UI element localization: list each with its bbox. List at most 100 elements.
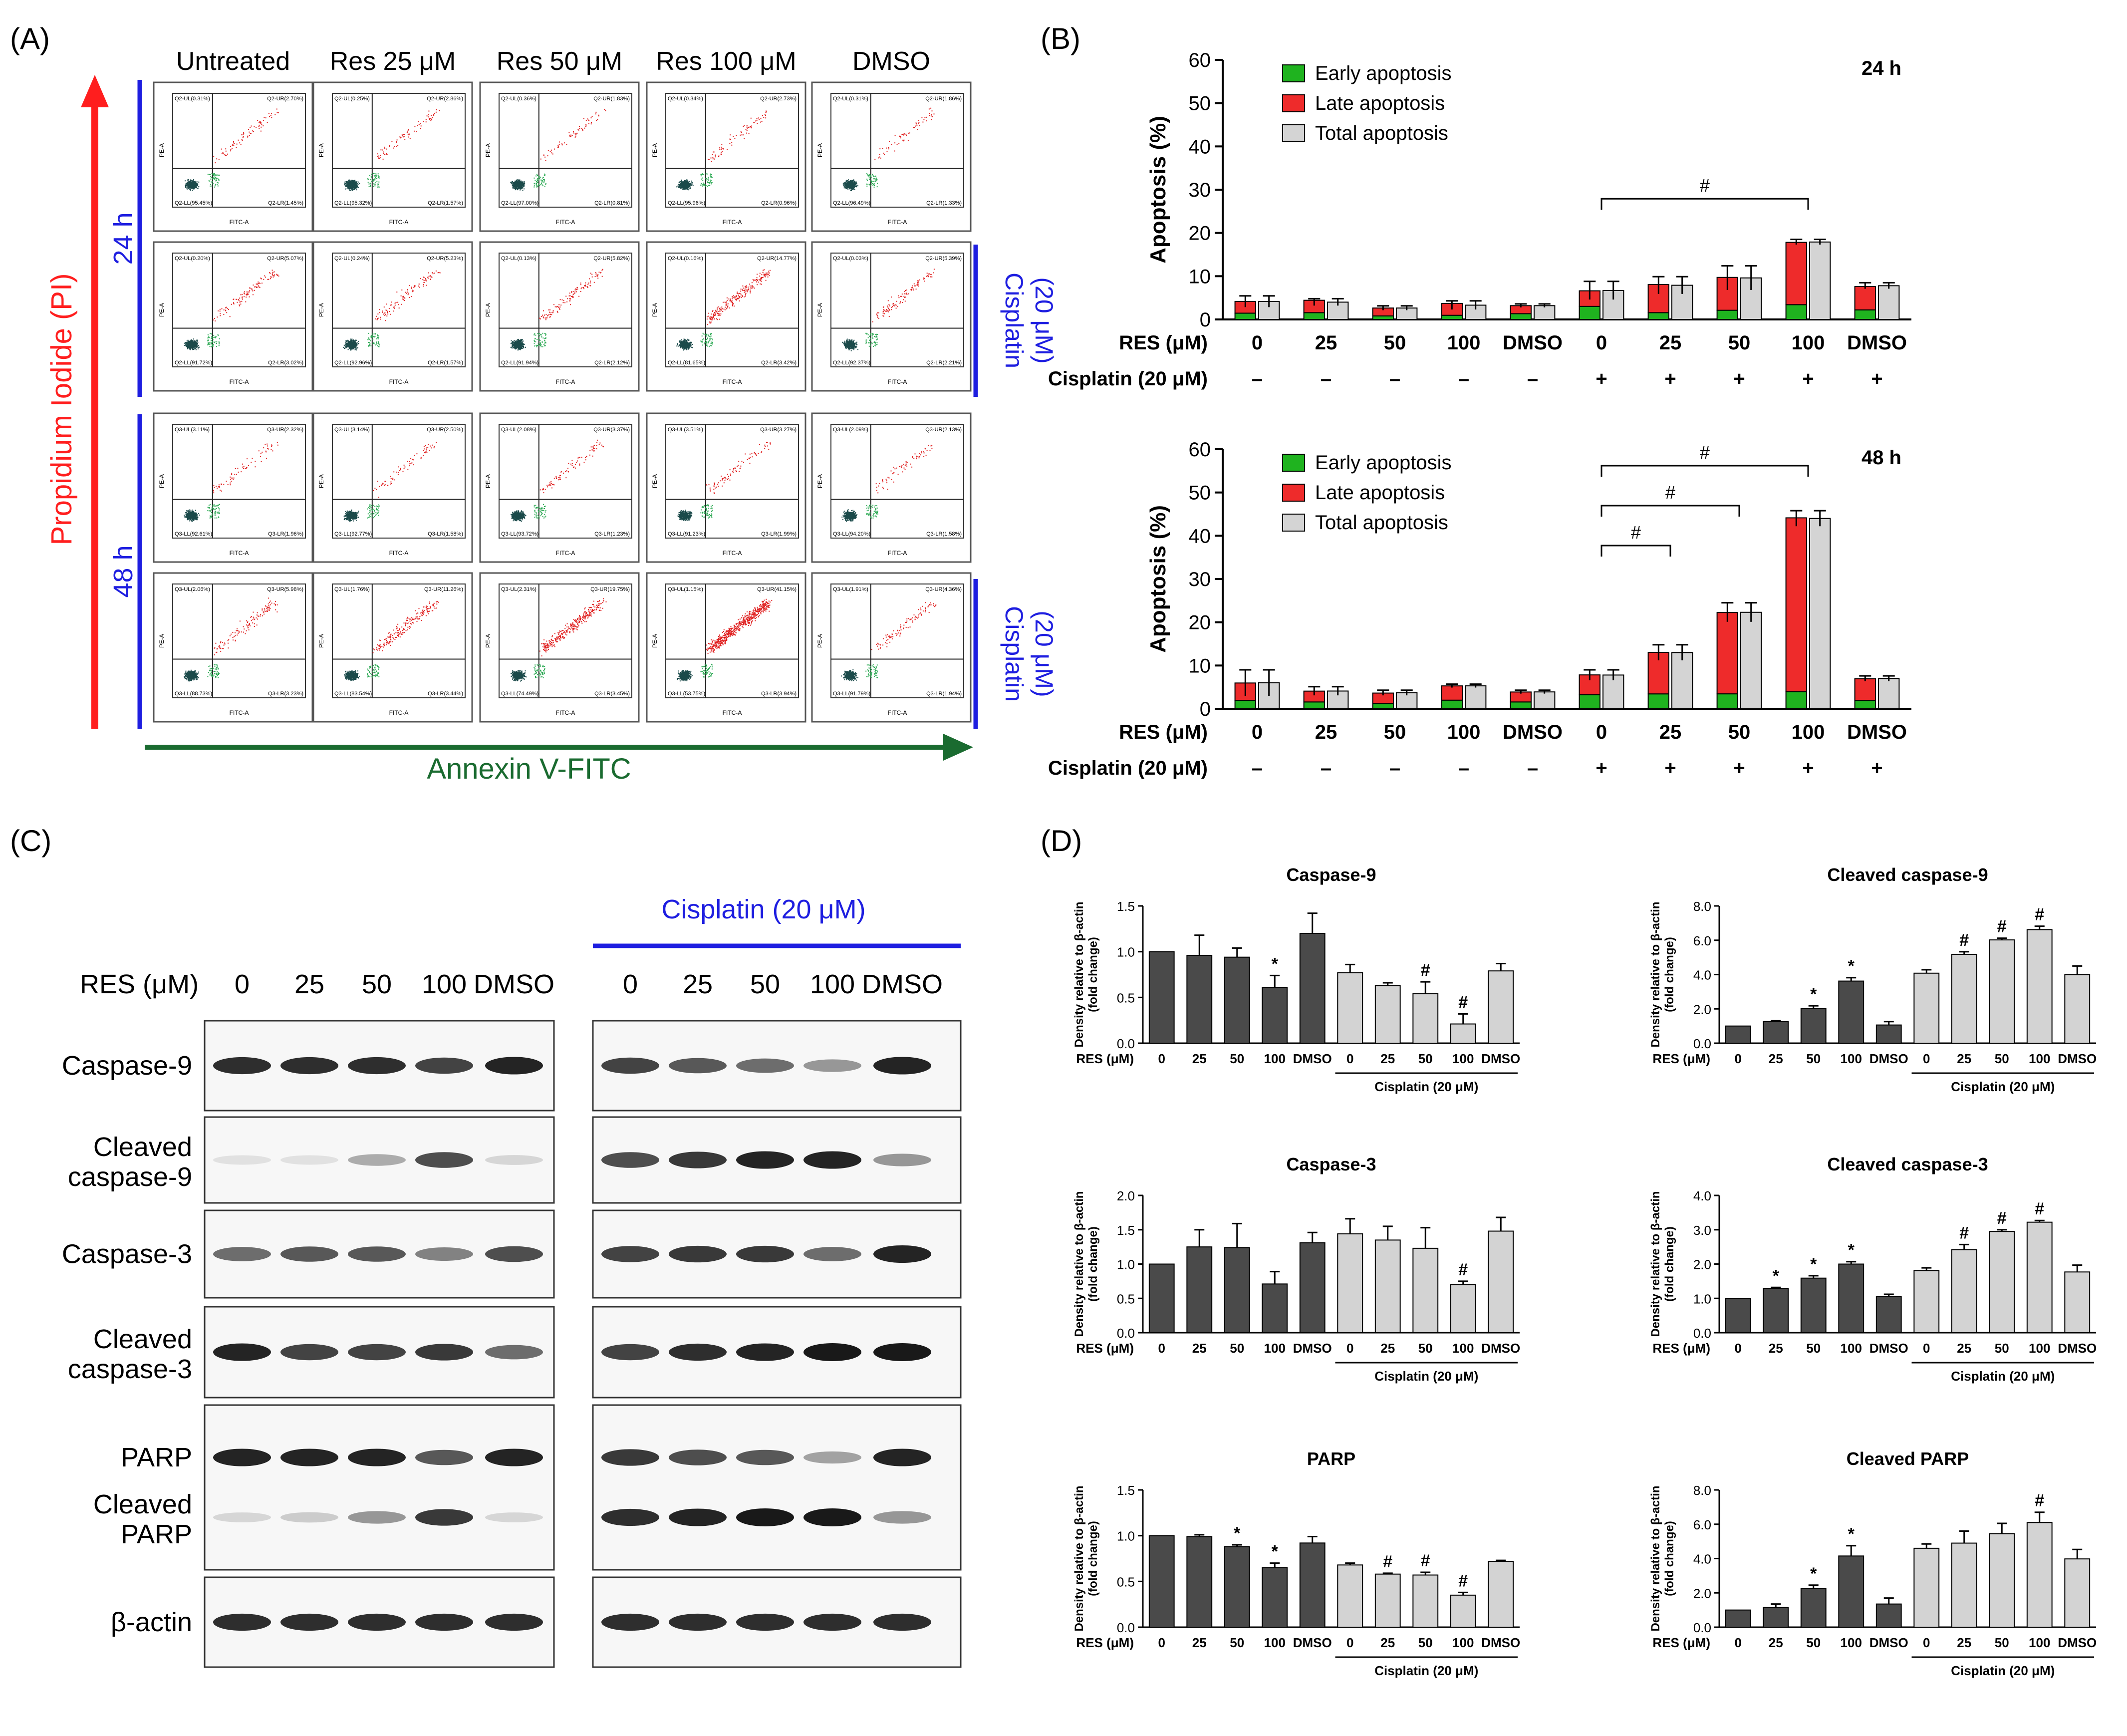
quadrant-ul-label: Q2-UL(0.13%) (501, 256, 536, 262)
wb-band (213, 1247, 271, 1261)
wb-lane-left: 100 (422, 969, 467, 999)
bar-total-apoptosis (1809, 518, 1831, 709)
x-category-label: DMSO (1869, 1341, 1908, 1356)
x-category-label: 50 (1995, 1051, 2009, 1066)
x-category-label: 0 (1346, 1051, 1353, 1066)
cisplatin-label: Cisplatin (20 μM) (1374, 1663, 1478, 1678)
significance-mark: # (1458, 993, 1468, 1012)
live-cell-events (676, 338, 693, 351)
legend-label: Late apoptosis (1315, 482, 1445, 504)
y-tick-label: 0.0 (1693, 1036, 1711, 1051)
y-tick-label: 1.0 (1117, 945, 1135, 960)
quadrant-ll-label: Q3-LL(91.79%) (833, 691, 870, 697)
flow-plot-frame (479, 412, 640, 563)
row-label-res: RES (μM) (1076, 1051, 1134, 1066)
wb-lane-right: 50 (750, 969, 780, 999)
quadrant-ur-label: Q2-UR(5.82%) (593, 256, 630, 262)
flow-events (511, 439, 604, 522)
y-tick-label: 2.0 (1117, 1188, 1135, 1203)
live-cell-events (842, 179, 858, 191)
cisplatin-sign: + (1595, 757, 1607, 779)
flow-plot: Q2-UL(0.36%) Q2-UR(1.83%) Q2-LL(97.00%) Q2-… (479, 81, 640, 232)
y-axis-title-2: (fold change) (1663, 937, 1676, 1012)
late-apoptotic-events (706, 269, 771, 325)
late-apoptotic-events (872, 269, 935, 322)
x-category-label: 100 (1452, 1635, 1474, 1650)
early-apoptotic-events (367, 504, 380, 519)
bar-early-apoptosis (1303, 312, 1326, 320)
quadrant-ll-label: Q2-LL(81.65%) (668, 360, 705, 366)
x-category-label: 50 (1418, 1341, 1433, 1356)
flow-x-axis-title: FITC-A (556, 550, 575, 557)
x-category-label: DMSO (2058, 1051, 2097, 1066)
flow-header-4: DMSO (852, 47, 930, 76)
flow-plot-frame (479, 81, 640, 232)
wb-protein-label: Caspase-3 (62, 1239, 192, 1269)
quadrant-ur-label: Q3-UR(2.13%) (925, 427, 962, 433)
flow-y-axis-title: PE-A (816, 143, 823, 157)
significance-mark: # (1959, 1223, 1969, 1242)
quadrant-ul-label: Q3-UL(2.09%) (833, 427, 868, 433)
flow-plot-frame (811, 572, 972, 723)
flow-plot-frame (646, 572, 806, 723)
wb-band (485, 1448, 543, 1466)
wb-band (415, 1509, 473, 1526)
density-bar (1838, 1555, 1864, 1628)
cisplatin-48h-line1: Cisplatin (1000, 606, 1028, 702)
bar-total-apoptosis (1327, 301, 1349, 320)
y-axis-title: Density relative to β-actin (1072, 1191, 1086, 1337)
quadrant-ul-label: Q2-UL(0.36%) (501, 96, 536, 102)
quadrant-ur-label: Q2-UR(2.73%) (760, 96, 797, 102)
flow-events (184, 597, 278, 682)
wb-band (280, 1448, 338, 1466)
flow-plot: Q2-UL(0.31%) Q2-UR(2.70%) Q2-LL(95.45%) Q2-… (153, 81, 313, 232)
x-category-label: 50 (1995, 1341, 2009, 1356)
bar-early-apoptosis (1647, 693, 1670, 709)
bar-early-apoptosis (1441, 314, 1463, 320)
quadrant-ll-label: Q3-LL(74.49%) (501, 691, 538, 697)
flow-events (343, 442, 437, 522)
wb-lane-right: DMSO (862, 969, 943, 999)
flow-x-axis-title: FITC-A (230, 378, 249, 385)
flow-y-axis-title: PE-A (318, 143, 325, 157)
quadrant-ul-label: Q3-UL(1.76%) (334, 586, 370, 592)
wb-band (280, 1613, 338, 1631)
x-category-label: 0 (1923, 1341, 1930, 1356)
x-category-label: DMSO (1869, 1635, 1908, 1650)
flow-y-axis-title: PE-A (651, 143, 658, 157)
late-apoptotic-events (539, 598, 607, 657)
significance-bracket (1600, 465, 1809, 477)
wb-band (280, 1512, 338, 1523)
wb-protein-label: PARP (121, 1443, 192, 1472)
flow-y-axis-title: PE-A (485, 634, 492, 648)
x-category-label: 50 (1230, 1051, 1244, 1066)
y-axis-title-2: (fold change) (1086, 1226, 1100, 1302)
bar-late-apoptosis (1785, 517, 1808, 692)
density-bar (1186, 1246, 1213, 1333)
density-bar (1299, 1242, 1326, 1333)
wb-band (601, 1613, 659, 1631)
quadrant-ur-label: Q3-UR(11.26%) (424, 586, 463, 592)
flow-x-axis-title: FITC-A (230, 219, 249, 226)
quadrant-ul-label: Q2-UL(0.16%) (668, 256, 703, 262)
x-category-label: 100 (1841, 1635, 1862, 1650)
early-apoptotic-events (207, 173, 220, 188)
y-tick-label: 1.0 (1117, 1529, 1135, 1544)
early-apoptotic-events (700, 173, 713, 187)
flow-plot-frame (811, 81, 972, 232)
x-category-label: 0 (1346, 1635, 1353, 1650)
bar-early-apoptosis (1579, 694, 1601, 710)
flow-y-axis-title: PE-A (485, 143, 492, 157)
cisplatin-48h-line2: (20 μM) (1030, 610, 1058, 697)
density-bar (1763, 1607, 1789, 1628)
late-apoptotic-events (377, 109, 440, 160)
flow-x-axis-title: FITC-A (723, 219, 742, 226)
wb-band (213, 1343, 271, 1361)
bar-total-apoptosis (1809, 241, 1831, 320)
live-cell-events (677, 670, 693, 682)
wb-band (348, 1448, 406, 1466)
x-category-label: 25 (1957, 1635, 1971, 1650)
flow-plot-area (665, 93, 799, 208)
x-category-label: 25 (1769, 1341, 1783, 1356)
wb-band (601, 1508, 659, 1526)
